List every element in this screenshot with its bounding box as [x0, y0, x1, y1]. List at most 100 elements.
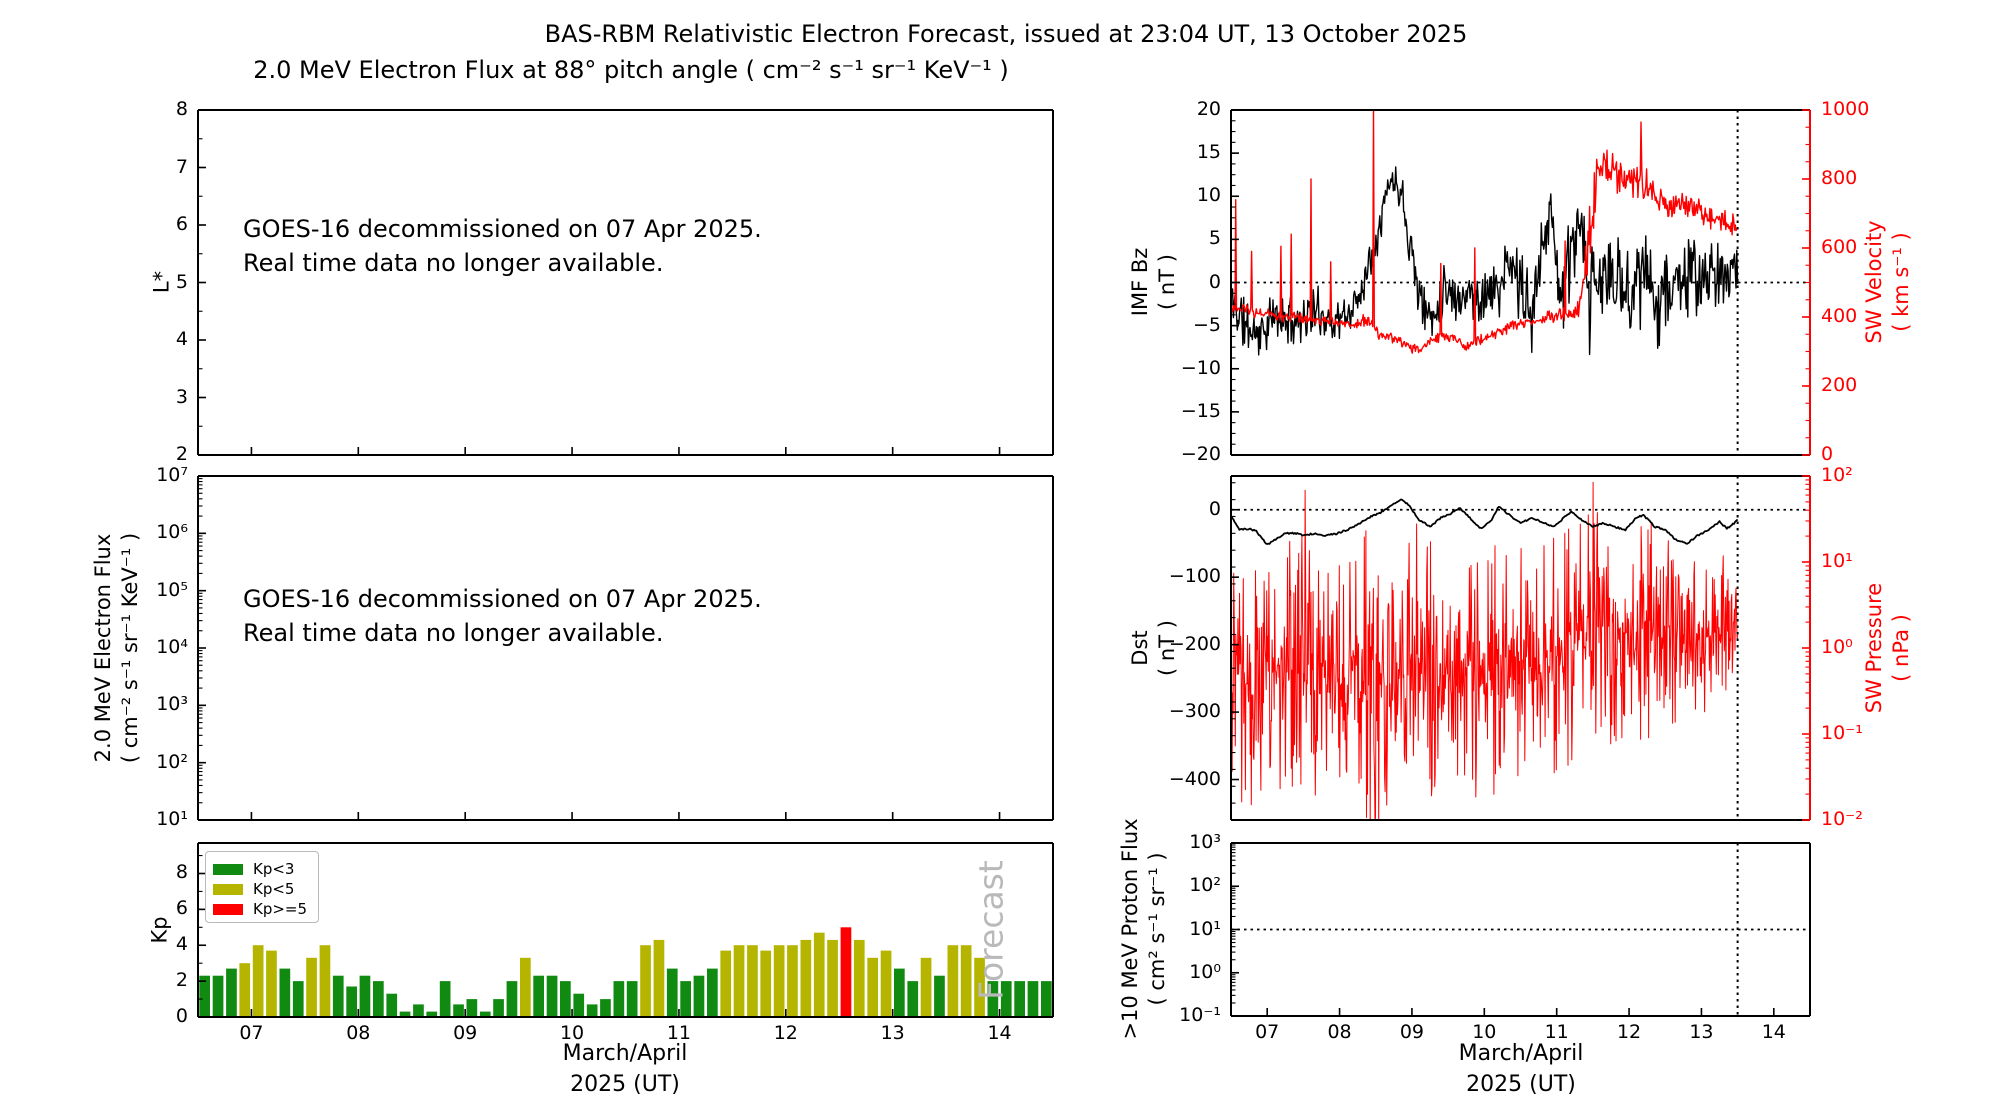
kp-bar	[586, 1004, 598, 1017]
x-tick-label: 14	[1761, 1021, 1786, 1043]
y-tick-label: 8	[175, 861, 188, 884]
kp-bar	[546, 975, 558, 1017]
y-tick-label: 6	[175, 213, 188, 235]
kp-bar	[319, 945, 331, 1017]
ylabel-line: SW Pressure	[1862, 582, 1886, 714]
kp-bar	[680, 981, 691, 1017]
kp-bar	[853, 939, 865, 1017]
kp-legend: Kp<3 Kp<5 Kp>=5	[205, 851, 319, 923]
kp-legend-label: Kp>=5	[253, 899, 308, 918]
y2-tick-label: 10⁰	[1821, 636, 1853, 658]
x-tick-label: 07	[239, 1022, 264, 1044]
y-tick-label: 10³	[1189, 831, 1221, 853]
x-tick-label: 12	[1616, 1021, 1642, 1043]
kp-bar	[653, 939, 665, 1017]
kp-bar	[226, 968, 237, 1017]
kp-bar	[960, 945, 972, 1017]
xlabel-left: March/April 2025 (UT)	[563, 1038, 688, 1100]
x-tick-label: 09	[1399, 1021, 1425, 1043]
y-tick-label: −15	[1180, 399, 1221, 422]
kp-bar	[867, 957, 878, 1017]
y2-tick-label: 10⁻¹	[1821, 722, 1863, 744]
kp-bar	[359, 975, 371, 1017]
kp-bar	[506, 981, 518, 1017]
y2-tick-label: 400	[1821, 305, 1858, 327]
kp-bar	[520, 957, 531, 1017]
y-tick-label: 10⁷	[156, 464, 188, 486]
imf_bz-line	[1232, 166, 1739, 356]
kp-bar	[266, 950, 277, 1017]
y-tick-label: 10²	[1189, 874, 1221, 897]
kp-bar	[813, 932, 825, 1017]
y-tick-label: 7	[175, 155, 188, 178]
y2-tick-label: 600	[1821, 236, 1858, 258]
kp-bar	[827, 939, 838, 1017]
kp-bar	[947, 945, 959, 1017]
kp-green-swatch	[213, 863, 243, 875]
kp-bar	[199, 975, 210, 1017]
xlabel-line: March/April	[1458, 1041, 1584, 1066]
kp-bar	[626, 981, 638, 1017]
x-tick-label: 13	[880, 1022, 905, 1044]
panel-imf_sw_velocity	[1230, 109, 1811, 456]
ylabel-line: SW Velocity	[1862, 220, 1886, 344]
y-tick-label: 6	[175, 897, 188, 920]
kp-bar	[479, 1011, 491, 1017]
x-tick-label: 11	[666, 1022, 692, 1044]
xlabel-line: 2025 (UT)	[1466, 1072, 1576, 1097]
kp-bar	[413, 1004, 424, 1017]
sw_velocity-line	[1232, 111, 1738, 354]
ylabel-sw-velocity: SW Velocity ( km s⁻¹ )	[1861, 220, 1915, 343]
kp-bar	[1041, 981, 1052, 1017]
kp-bar	[974, 957, 985, 1017]
kp-bar	[399, 1011, 411, 1017]
y-tick-label: −200	[1168, 632, 1221, 655]
kp-bar	[600, 999, 611, 1017]
kp-bar	[306, 957, 317, 1017]
x-tick-label: 07	[1255, 1021, 1280, 1043]
ylabel-line: ( nPa )	[1889, 614, 1913, 682]
panel-electron_flux_time	[197, 475, 1054, 821]
kp-bar	[533, 975, 544, 1017]
y-tick-label: 10	[1196, 184, 1221, 207]
y-tick-label: 5	[175, 270, 188, 293]
kp-bar	[332, 975, 344, 1017]
kp-bar	[346, 986, 357, 1017]
kp-bar	[573, 993, 585, 1017]
kp-bar	[426, 1011, 438, 1017]
kp-legend-item-olive: Kp<5	[213, 879, 318, 899]
kp-bar	[693, 975, 705, 1017]
ylabel-sw-pressure: SW Pressure ( nPa )	[1861, 583, 1915, 713]
x-tick-label: 09	[453, 1022, 478, 1044]
x-tick-label: 12	[773, 1022, 798, 1044]
x-tick-label: 08	[346, 1022, 371, 1044]
kp-bar	[373, 981, 384, 1017]
y-tick-label: 4	[175, 328, 188, 350]
panel-dst_sw_pressure	[1230, 475, 1811, 821]
y-tick-label: 3	[175, 385, 188, 408]
kp-bar	[212, 975, 224, 1017]
kp-bar	[760, 950, 772, 1017]
kp-legend-label: Kp<3	[253, 859, 295, 878]
xlabel-right: March/April 2025 (UT)	[1459, 1038, 1584, 1100]
kp-legend-item-green: Kp<3	[213, 859, 318, 879]
y-tick-label: 10⁶	[156, 521, 188, 544]
x-tick-label: 10	[559, 1022, 585, 1044]
y-tick-label: 0	[1208, 270, 1221, 293]
ylabel-line: >10 MeV Proton Flux	[1118, 818, 1142, 1040]
electron-flux-panel-title: 2.0 MeV Electron Flux at 88° pitch angle…	[253, 56, 1009, 84]
kp-bar	[560, 981, 571, 1017]
y-tick-label: 8	[175, 98, 188, 120]
y-tick-label: 10⁴	[156, 636, 188, 658]
y-tick-label: 10²	[156, 750, 188, 773]
kp-bar	[894, 968, 905, 1017]
kp-bar	[920, 957, 932, 1017]
x-tick-label: 13	[1689, 1021, 1714, 1043]
y-tick-label: 10¹	[156, 808, 188, 830]
forecast-watermark: Forecast	[971, 860, 1011, 1000]
kp-bar	[987, 981, 999, 1017]
y-tick-label: 10³	[156, 693, 188, 716]
kp-bar	[773, 945, 785, 1017]
